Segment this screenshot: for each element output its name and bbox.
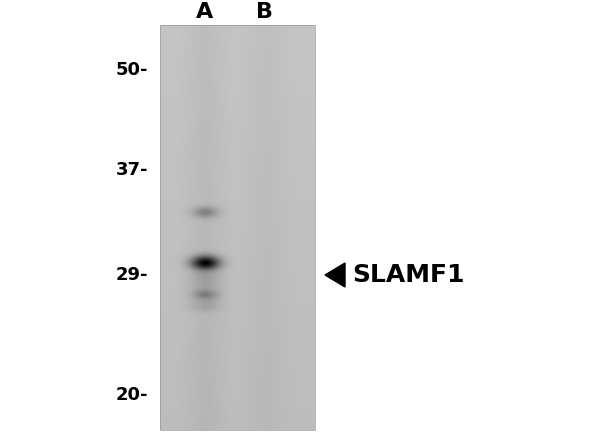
Text: B: B [257, 2, 274, 22]
Text: A: A [196, 2, 214, 22]
Text: 20-: 20- [115, 386, 148, 404]
Text: 50-: 50- [115, 61, 148, 79]
Polygon shape [325, 263, 345, 287]
Text: 37-: 37- [115, 161, 148, 179]
Text: SLAMF1: SLAMF1 [352, 263, 464, 287]
Bar [160, 25, 315, 430]
Text: 29-: 29- [115, 266, 148, 284]
